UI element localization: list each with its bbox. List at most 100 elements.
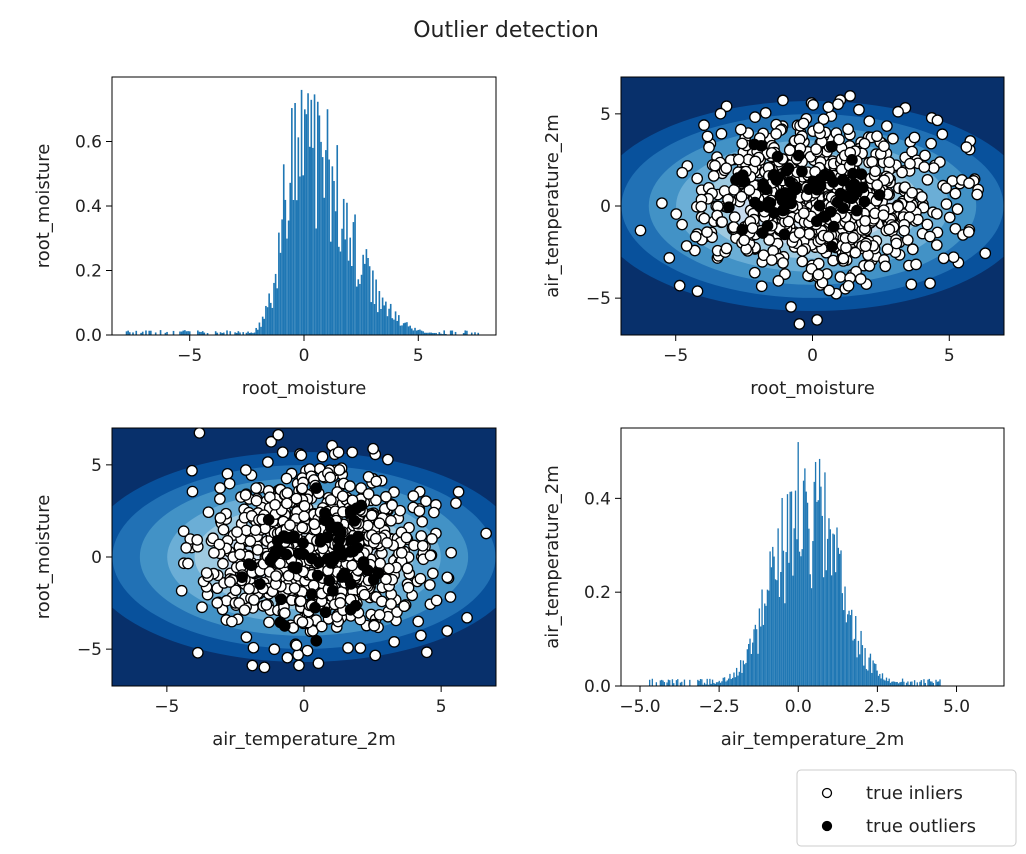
inlier-point: [807, 99, 819, 111]
inlier-point: [691, 285, 704, 298]
histogram-bar: [172, 330, 175, 335]
histogram-bar: [782, 550, 785, 686]
inlier-point: [301, 644, 314, 657]
histogram-bar: [753, 629, 755, 686]
histogram-bar: [273, 282, 275, 335]
y-tick-label: 0.2: [584, 583, 611, 603]
histogram-bar: [822, 577, 825, 686]
histogram-bar: [300, 89, 303, 336]
histogram-bar: [859, 654, 861, 686]
inlier-point: [193, 428, 206, 439]
inlier-point: [355, 482, 367, 494]
inlier-point: [202, 506, 215, 519]
inlier-point: [943, 211, 956, 224]
histogram-bar: [370, 302, 373, 335]
histogram-bar: [871, 672, 873, 686]
histogram-bar: [713, 682, 715, 686]
histogram-bar: [148, 330, 151, 335]
inlier-point: [224, 576, 236, 588]
histogram-bar: [865, 669, 868, 686]
histogram-bar: [756, 629, 758, 686]
inlier-point: [796, 255, 809, 268]
inlier-point: [243, 582, 255, 595]
inlier-point: [949, 187, 962, 200]
histogram-bar: [809, 574, 811, 686]
histogram-bar: [125, 331, 128, 335]
histogram-bar: [711, 679, 714, 686]
histogram-bar: [375, 279, 377, 335]
outlier-point: [336, 571, 348, 583]
histogram-bar: [128, 332, 131, 335]
histogram-bar: [931, 681, 933, 686]
histogram-bar: [333, 180, 335, 335]
inlier-point: [361, 519, 374, 532]
inlier-point: [182, 557, 194, 570]
inlier-point: [924, 277, 936, 290]
outlier-point: [344, 603, 357, 616]
histogram-bar: [742, 660, 745, 686]
y-tick-label: 0.0: [75, 326, 102, 346]
inlier-point: [793, 227, 806, 239]
histogram-bar: [376, 312, 379, 335]
scatter-points: [634, 90, 992, 330]
inlier-point: [918, 161, 931, 173]
histogram-bar: [331, 166, 334, 335]
inlier-point: [863, 115, 876, 128]
histogram-bar: [887, 681, 889, 686]
inlier-point: [904, 157, 916, 170]
histogram-bar: [733, 672, 735, 686]
histogram-bar: [381, 297, 384, 335]
inlier-point: [854, 273, 867, 285]
histogram-bar: [808, 528, 810, 686]
histogram-bar: [936, 681, 939, 686]
histogram-bar: [884, 680, 886, 686]
histogram-bar: [663, 682, 666, 686]
histogram-bar: [714, 683, 716, 686]
histogram-bar: [745, 662, 747, 686]
inlier-point: [896, 166, 908, 179]
inlier-point: [380, 573, 392, 586]
histogram-bar: [320, 141, 322, 335]
histogram-bar: [721, 681, 723, 686]
inlier-point: [247, 641, 260, 654]
histogram-bar: [860, 630, 862, 686]
histogram-bar: [781, 497, 783, 686]
histogram-bar: [810, 588, 813, 686]
inlier-point: [921, 173, 934, 186]
inlier-point: [834, 271, 847, 283]
inlier-point: [743, 184, 756, 196]
histogram-bar: [182, 330, 185, 335]
inlier-point: [763, 234, 776, 246]
outlier-point: [760, 183, 773, 196]
outlier-point: [837, 202, 849, 214]
outlier-point: [819, 210, 832, 223]
histogram-bar: [916, 682, 918, 686]
histogram-bar: [284, 199, 287, 335]
histogram-bar: [326, 109, 329, 335]
histogram-bar: [734, 677, 736, 686]
histogram-bar: [278, 232, 280, 335]
inlier-point: [246, 659, 259, 672]
histogram-bar: [234, 332, 236, 335]
histogram-bar: [769, 551, 771, 686]
scatter-points: [175, 428, 493, 674]
inlier-point: [295, 449, 308, 462]
inlier-point: [853, 103, 865, 116]
y-tick-label: 0: [600, 197, 611, 217]
legend-outlier-marker: [821, 820, 833, 832]
inlier-point: [400, 531, 413, 544]
histogram-bar: [677, 679, 679, 686]
histogram-bar: [271, 307, 274, 335]
histogram-bar: [263, 318, 266, 335]
inlier-point: [859, 215, 872, 227]
y-tick-label: 5: [600, 105, 611, 125]
inlier-point: [346, 446, 359, 459]
histogram-bar: [760, 626, 762, 686]
inlier-point: [358, 588, 371, 601]
outlier-point: [254, 578, 266, 590]
inlier-point: [424, 579, 436, 591]
inlier-point: [759, 107, 772, 119]
histogram-bar: [132, 332, 134, 335]
histogram-bar: [253, 332, 256, 335]
inlier-point: [461, 611, 473, 624]
